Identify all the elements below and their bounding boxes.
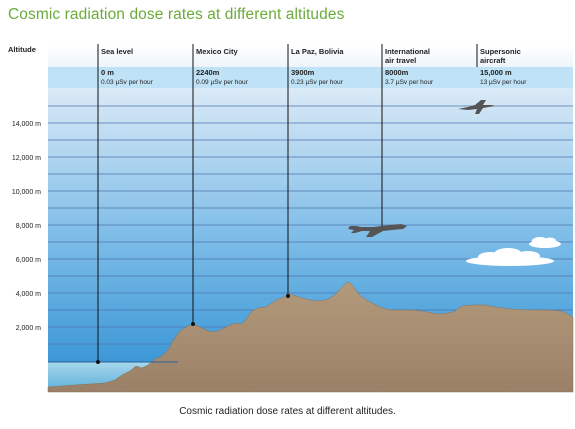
location-name-international-1: International xyxy=(385,47,430,56)
tick-label-14000: 14,000 m xyxy=(12,121,41,128)
altitude-value-mexico-city: 2240m xyxy=(196,68,220,77)
tick-label-8000: 8,000 m xyxy=(16,223,41,230)
altitude-value-international: 8000m xyxy=(385,68,409,77)
altitude-value-la-paz: 3900m xyxy=(291,68,315,77)
dose-rate-la-paz: 0.23 µSv per hour xyxy=(291,79,344,86)
tick-label-6000: 6,000 m xyxy=(16,257,41,264)
location-name-mexico-city: Mexico City xyxy=(196,47,239,56)
location-name-supersonic-2: aircraft xyxy=(480,56,506,65)
altitude-gridlines xyxy=(48,105,573,345)
location-markers xyxy=(96,294,290,364)
location-name-international-2: air travel xyxy=(385,56,416,65)
figure-caption: Cosmic radiation dose rates at different… xyxy=(179,406,396,417)
altitude-axis-label: Altitude xyxy=(8,45,36,54)
cloud-icon xyxy=(466,248,554,266)
altitude-value-supersonic: 15,000 m xyxy=(480,68,512,77)
dose-values: 0 m 0.03 µSv per hour 2240m 0.09 µSv per… xyxy=(101,68,527,86)
terrain-mountains xyxy=(47,281,574,393)
tick-label-10000: 10,000 m xyxy=(12,189,41,196)
cloud-icon xyxy=(529,237,561,248)
leader-lines xyxy=(97,44,478,361)
location-labels: Sea level Mexico City La Paz, Bolivia In… xyxy=(101,47,521,65)
dose-rate-international: 3.7 µSv per hour xyxy=(385,79,434,86)
location-name-sea-level: Sea level xyxy=(101,47,133,56)
dose-rate-mexico-city: 0.09 µSv per hour xyxy=(196,79,249,86)
dose-rate-sea-level: 0.03 µSv per hour xyxy=(101,79,154,86)
airliner-icon xyxy=(348,224,407,237)
altitude-value-sea-level: 0 m xyxy=(101,68,114,77)
tick-label-2000: 2,000 m xyxy=(16,325,41,332)
info-band xyxy=(48,67,573,88)
location-name-la-paz: La Paz, Bolivia xyxy=(291,47,344,56)
altitude-tick-labels: 14,000 m 12,000 m 10,000 m 8,000 m 6,000… xyxy=(12,121,41,332)
location-name-supersonic-1: Supersonic xyxy=(480,47,521,56)
figure-title: Cosmic radiation dose rates at different… xyxy=(8,6,345,23)
tick-label-4000: 4,000 m xyxy=(16,291,41,298)
jet-icon xyxy=(458,100,495,114)
tick-label-12000: 12,000 m xyxy=(12,155,41,162)
dose-rate-supersonic: 13 µSv per hour xyxy=(480,79,527,86)
